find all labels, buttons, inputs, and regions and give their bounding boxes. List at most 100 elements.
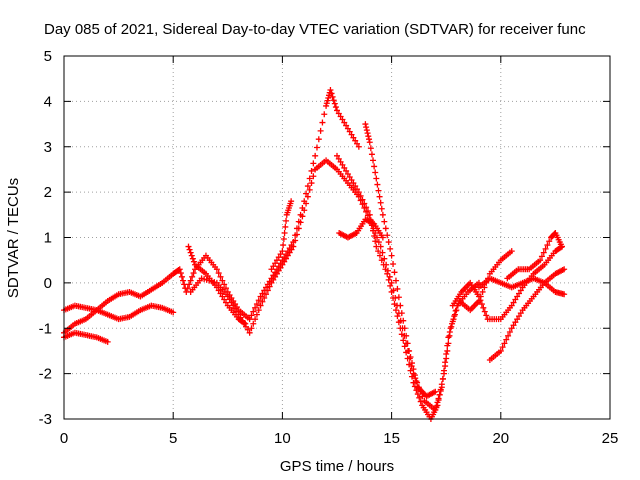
data-point [185, 243, 192, 250]
y-tick-label: -3 [39, 411, 52, 428]
data-point [241, 319, 248, 326]
data-point [366, 139, 373, 146]
data-point [215, 270, 222, 277]
data-point [373, 243, 380, 250]
data-point [453, 307, 460, 314]
data-point [512, 296, 519, 303]
data-point [540, 249, 547, 256]
data-point [413, 378, 420, 385]
data-point [104, 338, 111, 345]
data-point [364, 208, 371, 215]
data-point [477, 297, 484, 304]
data-point [319, 119, 326, 126]
data-point [375, 248, 382, 255]
data-point [189, 255, 196, 262]
data-point [272, 260, 279, 267]
data-point [268, 279, 275, 286]
data-point [232, 305, 239, 312]
data-point [339, 161, 346, 168]
data-point [537, 257, 544, 264]
data-point [252, 316, 259, 323]
data-point [288, 246, 295, 253]
data-points [61, 87, 568, 422]
data-point [401, 343, 408, 350]
data-point [506, 329, 513, 336]
data-point [439, 375, 446, 382]
data-point [217, 273, 224, 280]
data-point [449, 320, 456, 327]
data-point [558, 243, 565, 250]
data-point [288, 198, 295, 205]
data-point [184, 285, 191, 292]
data-point [259, 298, 266, 305]
series-track-2 [61, 329, 111, 345]
data-point [354, 186, 361, 193]
data-point [388, 279, 395, 286]
data-point [561, 266, 568, 273]
data-point [390, 260, 397, 267]
data-point [317, 127, 324, 134]
data-point [352, 183, 359, 190]
data-point [222, 285, 229, 292]
x-tick-label: 25 [602, 430, 619, 447]
data-point [447, 325, 454, 332]
data-point [546, 238, 553, 245]
data-point [365, 133, 372, 140]
data-point [308, 180, 315, 187]
data-point [363, 124, 370, 131]
data-point [384, 232, 391, 239]
data-point [436, 391, 443, 398]
data-point [175, 267, 182, 274]
data-point [408, 360, 415, 367]
data-point [252, 304, 259, 311]
data-point [221, 296, 228, 303]
data-point [505, 332, 512, 339]
data-point [355, 143, 362, 150]
y-tick-label: 5 [44, 48, 52, 65]
data-point [297, 219, 304, 226]
data-point [279, 261, 286, 268]
data-point [343, 122, 350, 129]
data-point [230, 302, 237, 309]
data-point [380, 261, 387, 268]
series-track-6 [362, 121, 439, 400]
data-point [406, 347, 413, 354]
data-point [517, 310, 524, 317]
data-point [370, 157, 377, 164]
data-point [350, 134, 357, 141]
data-point [266, 283, 273, 290]
x-tick-label: 0 [60, 430, 68, 447]
data-point [366, 136, 373, 143]
data-point [244, 326, 251, 333]
data-point [379, 234, 386, 241]
data-point [378, 257, 385, 264]
data-point [261, 295, 268, 301]
data-point [341, 164, 348, 171]
data-point [257, 302, 264, 309]
data-point [446, 332, 453, 339]
data-point [397, 302, 404, 309]
data-point [401, 325, 408, 332]
x-tick-label: 5 [169, 430, 177, 447]
data-point [441, 370, 448, 377]
data-point [292, 237, 299, 244]
data-point [382, 225, 389, 232]
data-point [301, 207, 308, 214]
data-point [499, 344, 506, 351]
data-point [187, 277, 194, 284]
data-point [180, 277, 187, 284]
data-point [544, 242, 551, 249]
data-point [538, 253, 545, 260]
data-point [354, 140, 361, 147]
data-point [219, 293, 226, 300]
data-point [442, 363, 449, 370]
data-point [321, 111, 328, 118]
data-point [295, 225, 302, 232]
data-point [452, 307, 459, 314]
data-point [364, 130, 371, 137]
data-point [411, 383, 418, 390]
data-point [438, 381, 445, 388]
data-point [328, 90, 335, 97]
data-point [378, 205, 385, 212]
x-tick-label: 15 [383, 430, 400, 447]
